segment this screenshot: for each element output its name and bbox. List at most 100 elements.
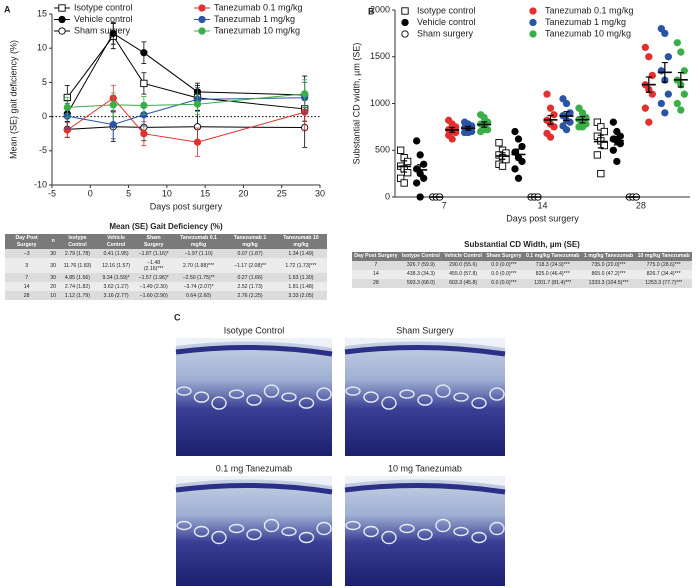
legend-marker xyxy=(198,15,206,24)
data-point xyxy=(645,53,653,61)
trabecula xyxy=(193,391,210,403)
trabecula xyxy=(176,520,192,531)
data-point xyxy=(420,174,428,182)
trabecula xyxy=(417,394,433,406)
data-point xyxy=(109,120,117,129)
table-cell: 4.85 (1.56) xyxy=(58,273,97,282)
data-point xyxy=(413,179,421,187)
table-cell: 826.7 (34.4)*** xyxy=(635,269,692,279)
data-point xyxy=(664,90,672,98)
data-point xyxy=(404,157,412,166)
table-cell: 2.52 (1.73) xyxy=(225,282,275,291)
trabecula xyxy=(316,387,332,401)
trabecula xyxy=(417,528,433,541)
micrograph-label: 10 mg Tanezumab xyxy=(388,463,462,473)
y-axis-label: Mean (SE) gait deficiency (%) xyxy=(8,40,18,159)
trabecula xyxy=(193,525,210,538)
trabecula xyxy=(345,386,361,396)
table-cell: 14 xyxy=(5,282,49,291)
data-table: Mean (SE) Gait Deficiency (%) Day Post Su… xyxy=(5,222,327,300)
trabecula xyxy=(211,530,227,545)
series-line xyxy=(67,97,305,126)
header-row: Day Post Surgery n Isotype Control Vehicle … xyxy=(5,234,327,249)
data-point xyxy=(641,43,649,52)
header-cell: Vehicle Control xyxy=(96,234,136,249)
trabecula xyxy=(399,523,415,534)
trabecula xyxy=(489,521,505,536)
data-point xyxy=(109,101,117,109)
table-row: 28 593.3 (68.0) 603.3 (45.8) 0.0 (0.0)*** 12… xyxy=(352,278,692,288)
cartilage-band xyxy=(344,344,506,357)
table-cell: 3 xyxy=(5,258,49,273)
trabecula xyxy=(263,384,280,398)
table-cell: 735.0 (20.0)*** xyxy=(581,260,636,270)
table-cell: 718.3 (24.9)*** xyxy=(523,260,582,270)
header-cell: Isotype Control xyxy=(58,234,97,249)
cartilage-band xyxy=(344,482,506,495)
table-cell: 10 xyxy=(48,291,59,300)
legend-label: Tanezumab 1 mg/kg xyxy=(545,17,626,27)
panel-label: A xyxy=(4,4,11,14)
x-tick-label: 25 xyxy=(277,188,287,198)
table-cell: 2.79 (1.78) xyxy=(58,249,97,258)
cartilage-band xyxy=(345,476,505,486)
table-cell: 0.0 (0.0)*** xyxy=(484,278,524,288)
table-row: −3 30 2.79 (1.78) 0.41 (1.95) −1.87 (1.16)* −… xyxy=(5,249,327,258)
legend-label: Sham surgery xyxy=(74,25,131,35)
table-cell: 30 xyxy=(48,249,59,258)
x-tick-label: 10 xyxy=(162,188,172,198)
data-point xyxy=(677,48,685,56)
x-tick-label: 28 xyxy=(636,200,646,210)
trabecula xyxy=(228,523,245,534)
cartilage-band xyxy=(175,482,333,495)
data-point xyxy=(404,169,412,177)
data-point xyxy=(301,90,309,98)
data-point xyxy=(109,29,117,38)
trabecula xyxy=(363,525,379,538)
table-cell: 1201.7 (81.4)*** xyxy=(523,278,582,288)
micrograph xyxy=(176,476,332,586)
legend-marker xyxy=(529,7,537,15)
table-cell: −1.17 (2.08)** xyxy=(225,258,275,273)
table-cell: 1333.3 (104.5)*** xyxy=(581,278,636,288)
table-cell: −3.74 (2.07)* xyxy=(171,282,226,291)
data-point xyxy=(566,109,574,117)
data-point xyxy=(578,123,587,131)
data-table: Substantial CD Width, µm (SE) Day Post Su… xyxy=(352,240,692,288)
table-cell: 825.0 (46.4)*** xyxy=(523,269,582,279)
table-cell: 1.81 (1.48) xyxy=(274,282,327,291)
legend-marker xyxy=(198,27,206,35)
table-cell: 1.12 (1.79) xyxy=(58,291,97,300)
data-point xyxy=(550,111,558,119)
header-cell: Day Post Surgery xyxy=(5,234,49,249)
legend-marker xyxy=(529,30,537,38)
data-point xyxy=(140,101,148,110)
legend-marker xyxy=(401,7,409,15)
trabecula xyxy=(453,526,469,537)
trabecula xyxy=(471,397,487,409)
table-cell: 455.0 (57.8) xyxy=(442,269,485,279)
data-point xyxy=(613,157,621,166)
trabecula xyxy=(399,389,415,399)
legend-marker xyxy=(401,30,409,38)
data-point xyxy=(664,53,672,61)
header-cell: 1 mg/kg Tanezumab xyxy=(581,252,636,261)
cartilage-band xyxy=(176,338,332,348)
table-cell: 0.41 (1.95) xyxy=(96,249,136,258)
legend-marker xyxy=(401,18,409,27)
data-point xyxy=(514,135,523,143)
header-cell: Sham Surgery xyxy=(135,234,172,249)
legend-marker xyxy=(529,18,537,27)
table-cell: −3 xyxy=(5,249,49,258)
x-tick-label: 5 xyxy=(126,188,131,198)
table-cell: −1.97 (1.10) xyxy=(171,249,226,258)
data-point xyxy=(518,157,526,166)
micrograph xyxy=(176,338,332,456)
table-row: 14 20 2.74 (1.82) 3.62 (1.27) −1.49 (2.30) −3… xyxy=(5,282,327,291)
data-point xyxy=(593,151,601,159)
trabecula xyxy=(211,396,227,410)
data-point xyxy=(140,79,148,88)
trabecula xyxy=(246,394,262,406)
trabecula xyxy=(489,387,505,401)
table-cell: 290.0 (55.6) xyxy=(442,260,485,270)
